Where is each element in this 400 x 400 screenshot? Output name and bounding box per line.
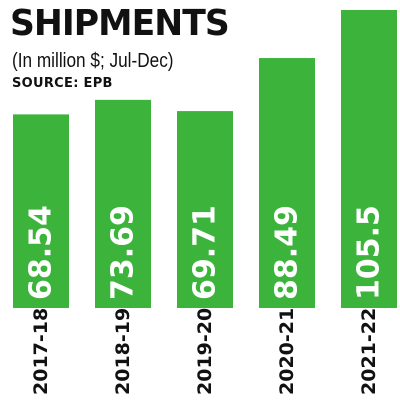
bar-2017-18 bbox=[13, 114, 69, 308]
x-tick-label: 2020-21 bbox=[276, 308, 298, 395]
bar-value-label: 69.71 bbox=[188, 205, 223, 300]
x-tick-label: 2017-18 bbox=[30, 308, 52, 395]
chart-title: SHIPMENTS bbox=[10, 3, 230, 44]
x-tick-label: 2018-19 bbox=[112, 308, 134, 395]
bar-2020-21 bbox=[259, 58, 315, 308]
bar-value-label: 105.5 bbox=[352, 205, 387, 300]
bar-2021-22 bbox=[341, 10, 397, 308]
x-tick-label: 2019-20 bbox=[194, 308, 216, 395]
chart-source: SOURCE: EPB bbox=[12, 76, 113, 91]
bar-2019-20 bbox=[177, 111, 233, 308]
x-tick-label: 2021-22 bbox=[358, 308, 380, 395]
chart-subtitle: (In million $; Jul-Dec) bbox=[12, 50, 174, 72]
bar-value-label: 88.49 bbox=[270, 205, 305, 300]
bar-value-label: 73.69 bbox=[106, 205, 141, 300]
bar-value-label: 68.54 bbox=[24, 205, 59, 300]
bar-2018-19 bbox=[95, 99, 151, 308]
